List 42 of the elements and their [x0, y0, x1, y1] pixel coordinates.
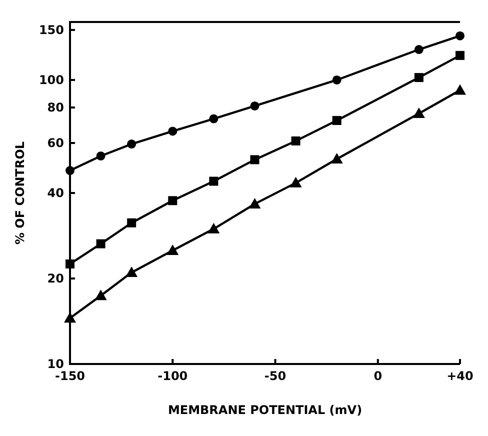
x-tick-label: -50: [264, 369, 286, 383]
point: [414, 73, 424, 82]
point: [126, 266, 138, 277]
x-tick-label: -100: [158, 369, 188, 383]
point: [290, 176, 302, 188]
y-tick-label: 10: [47, 357, 64, 372]
point: [66, 259, 74, 268]
point: [332, 75, 342, 84]
point: [94, 290, 107, 300]
y-tick-label: 20: [47, 272, 64, 286]
y-tick-label: 60: [47, 136, 64, 150]
point: [332, 116, 342, 125]
point: [209, 114, 218, 124]
point: [66, 166, 74, 176]
x-tick-label: 0: [374, 369, 382, 383]
y-tick-label: 100: [38, 73, 64, 88]
point: [456, 50, 464, 60]
point: [456, 31, 464, 40]
point: [330, 152, 343, 164]
point: [96, 151, 106, 160]
point: [96, 239, 106, 248]
y-tick-label: 80: [47, 100, 64, 115]
y-tick-label: 150: [38, 23, 64, 38]
point: [168, 126, 178, 136]
point: [454, 84, 466, 95]
point: [248, 198, 261, 208]
y-tick-label: 40: [47, 186, 64, 200]
point: [414, 45, 424, 54]
y-axis-title: % OF CONTROL: [13, 141, 27, 245]
point: [250, 101, 260, 110]
point: [166, 244, 179, 255]
point: [127, 140, 136, 149]
point: [412, 108, 425, 118]
point: [168, 196, 178, 206]
point: [208, 222, 220, 234]
point: [127, 218, 136, 228]
x-tick-label: -150: [54, 369, 86, 383]
point: [250, 155, 260, 164]
x-axis-title: MEMBRANE POTENTIAL (mV): [168, 403, 362, 417]
point: [291, 136, 300, 146]
x-tick-label: +40: [446, 369, 474, 383]
point: [209, 176, 218, 186]
